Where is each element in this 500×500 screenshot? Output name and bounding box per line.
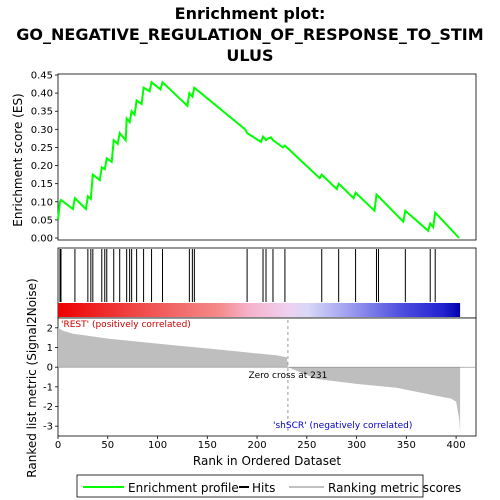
rank-color-bar	[58, 303, 461, 317]
positive-correlation-label: 'REST' (positively correlated)	[61, 320, 191, 330]
es-panel: 0.00 0.05 0.10 0.15 0.20 0.25 0.30 0.35 0.40 0.45…	[11, 71, 477, 245]
legend-enrichment-label: Enrichment profile	[128, 481, 239, 495]
legend-frame	[76, 474, 424, 498]
metric-y-tick-label: 0	[47, 363, 53, 374]
x-axis-ticks: 0 50 100 150 200 250 300 350 400	[55, 436, 466, 451]
zero-cross-label: Zero cross at 231	[248, 371, 327, 381]
es-y-tick-label: 0.35	[31, 107, 53, 118]
negative-correlation-label: 'shSCR' (negatively correlated)	[273, 421, 412, 431]
legend-ranking-label: Ranking metric scores	[328, 481, 461, 495]
x-tick-label: 100	[148, 440, 167, 451]
x-tick-label: 200	[248, 440, 267, 451]
metric-y-tick-label: -2	[43, 402, 53, 413]
x-tick-label: 50	[101, 440, 114, 451]
x-tick-label: 350	[397, 440, 416, 451]
metric-panel: Zero cross at 231 'REST' (positively cor…	[25, 278, 477, 478]
x-axis-label: Rank in Ordered Dataset	[193, 454, 341, 468]
es-panel-frame	[57, 73, 477, 241]
es-y-ticks: 0.00 0.05 0.10 0.15 0.20 0.25 0.30 0.35 0.40 0.45	[31, 71, 58, 245]
es-y-tick-label: 0.00	[31, 234, 53, 245]
hits-panel	[57, 247, 477, 319]
ranking-metric-area	[58, 327, 461, 433]
x-tick-label: 400	[447, 440, 466, 451]
es-y-tick-label: 0.10	[31, 197, 53, 208]
metric-y-tick-label: -1	[43, 382, 53, 393]
metric-y-tick-label: -3	[43, 422, 53, 433]
x-tick-label: 250	[297, 440, 316, 451]
metric-y-axis-label: Ranked list metric (Signal2Noise)	[25, 278, 39, 477]
x-tick-label: 0	[55, 440, 61, 451]
x-tick-label: 300	[347, 440, 366, 451]
es-y-tick-label: 0.30	[31, 125, 53, 136]
es-y-tick-label: 0.40	[31, 89, 53, 100]
legend: Enrichment profile Hits Ranking metric s…	[76, 474, 461, 498]
title-line-3: ULUS	[226, 46, 273, 65]
es-y-tick-label: 0.20	[31, 161, 53, 172]
es-y-tick-label: 0.05	[31, 215, 53, 226]
es-y-tick-label: 0.25	[31, 143, 53, 154]
es-y-tick-label: 0.15	[31, 179, 53, 190]
title-line-2: GO_NEGATIVE_REGULATION_OF_RESPONSE_TO_ST…	[16, 25, 483, 44]
legend-hits-label: Hits	[252, 481, 275, 495]
x-tick-label: 150	[198, 440, 217, 451]
metric-y-ticks: -3 -2 -1 0 1 2	[43, 323, 58, 433]
es-y-axis-label: Enrichment score (ES)	[11, 93, 25, 226]
enrichment-profile-line	[57, 80, 460, 239]
metric-y-tick-label: 2	[47, 323, 53, 334]
hit-markers	[59, 249, 436, 302]
es-y-tick-label: 0.45	[31, 71, 53, 82]
metric-y-tick-label: 1	[47, 343, 53, 354]
title-line-1: Enrichment plot:	[175, 4, 326, 23]
